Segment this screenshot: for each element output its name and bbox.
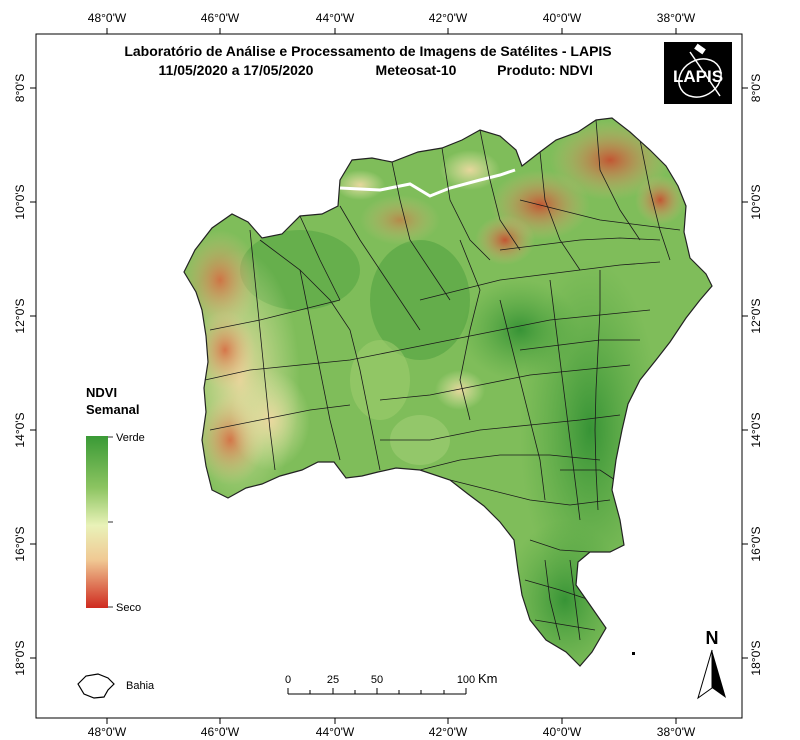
scale-tick-label: 100 [457,674,475,686]
legend-color-ramp [86,436,108,608]
bottom-tick-label: 44°0'W [316,725,355,739]
right-tick-label: 18°0'S [749,640,763,675]
bottom-tick-label: 38°0'W [657,725,696,739]
top-tick-label: 42°0'W [429,11,468,25]
left-tick-label: 10°0'S [13,184,27,219]
scale-tick-label: 0 [285,674,291,686]
logo-text: LAPIS [673,67,723,86]
date-range: 11/05/2020 a 17/05/2020 [159,62,314,78]
scale-tick-label: 25 [327,674,339,686]
left-tick-label: 12°0'S [13,298,27,333]
satellite-name: Meteosat-10 [376,62,457,78]
satellite-icon [694,43,706,55]
bottom-longitude-ticks: 48°0'W 46°0'W 44°0'W 42°0'W 40°0'W 38°0'… [88,718,696,739]
left-tick-label: 14°0'S [13,412,27,447]
legend-high-label: Verde [116,432,145,444]
right-latitude-ticks: 8°0'S 10°0'S 12°0'S 14°0'S 16°0'S 18°0'S [742,74,763,676]
right-tick-label: 10°0'S [749,184,763,219]
right-tick-label: 14°0'S [749,412,763,447]
top-tick-label: 38°0'W [657,11,696,25]
north-arrow: N [697,628,726,700]
scale-tick-label: 50 [371,674,383,686]
right-tick-label: 12°0'S [749,298,763,333]
map-title: Laboratório de Análise e Processamento d… [124,43,611,59]
top-tick-label: 46°0'W [201,11,240,25]
scale-unit: Km [478,671,498,686]
left-tick-label: 8°0'S [13,74,27,102]
island-marker [632,652,635,655]
bahia-state-outline [183,117,713,667]
left-latitude-ticks: 8°0'S 10°0'S 12°0'S 14°0'S 16°0'S 18°0'S [13,74,36,676]
municipality-boundaries [204,119,681,641]
left-tick-label: 18°0'S [13,640,27,675]
north-label: N [706,628,719,648]
bottom-tick-label: 42°0'W [429,725,468,739]
right-tick-label: 8°0'S [749,74,763,102]
bahia-outline-icon [77,673,115,699]
inset-label: Bahia [126,680,155,692]
north-arrow-icon [712,650,726,698]
bottom-tick-label: 48°0'W [88,725,127,739]
top-tick-label: 40°0'W [543,11,582,25]
product-name: Produto: NDVI [497,62,593,78]
top-tick-label: 44°0'W [316,11,355,25]
bottom-tick-label: 40°0'W [543,725,582,739]
top-tick-label: 48°0'W [88,11,127,25]
bottom-tick-label: 46°0'W [201,725,240,739]
lapis-logo: LAPIS [664,42,732,104]
legend-subtitle: Semanal [86,402,139,417]
legend-title: NDVI [86,385,117,400]
left-tick-label: 16°0'S [13,526,27,561]
bahia-inset: Bahia [77,673,155,699]
legend-low-label: Seco [116,602,141,614]
top-longitude-ticks: 48°0'W 46°0'W 44°0'W 42°0'W 40°0'W 38°0'… [88,11,696,34]
right-tick-label: 16°0'S [749,526,763,561]
scale-bar: 0 25 50 100 Km [285,671,498,695]
ndvi-legend: NDVI Semanal Verde Seco [86,385,145,614]
